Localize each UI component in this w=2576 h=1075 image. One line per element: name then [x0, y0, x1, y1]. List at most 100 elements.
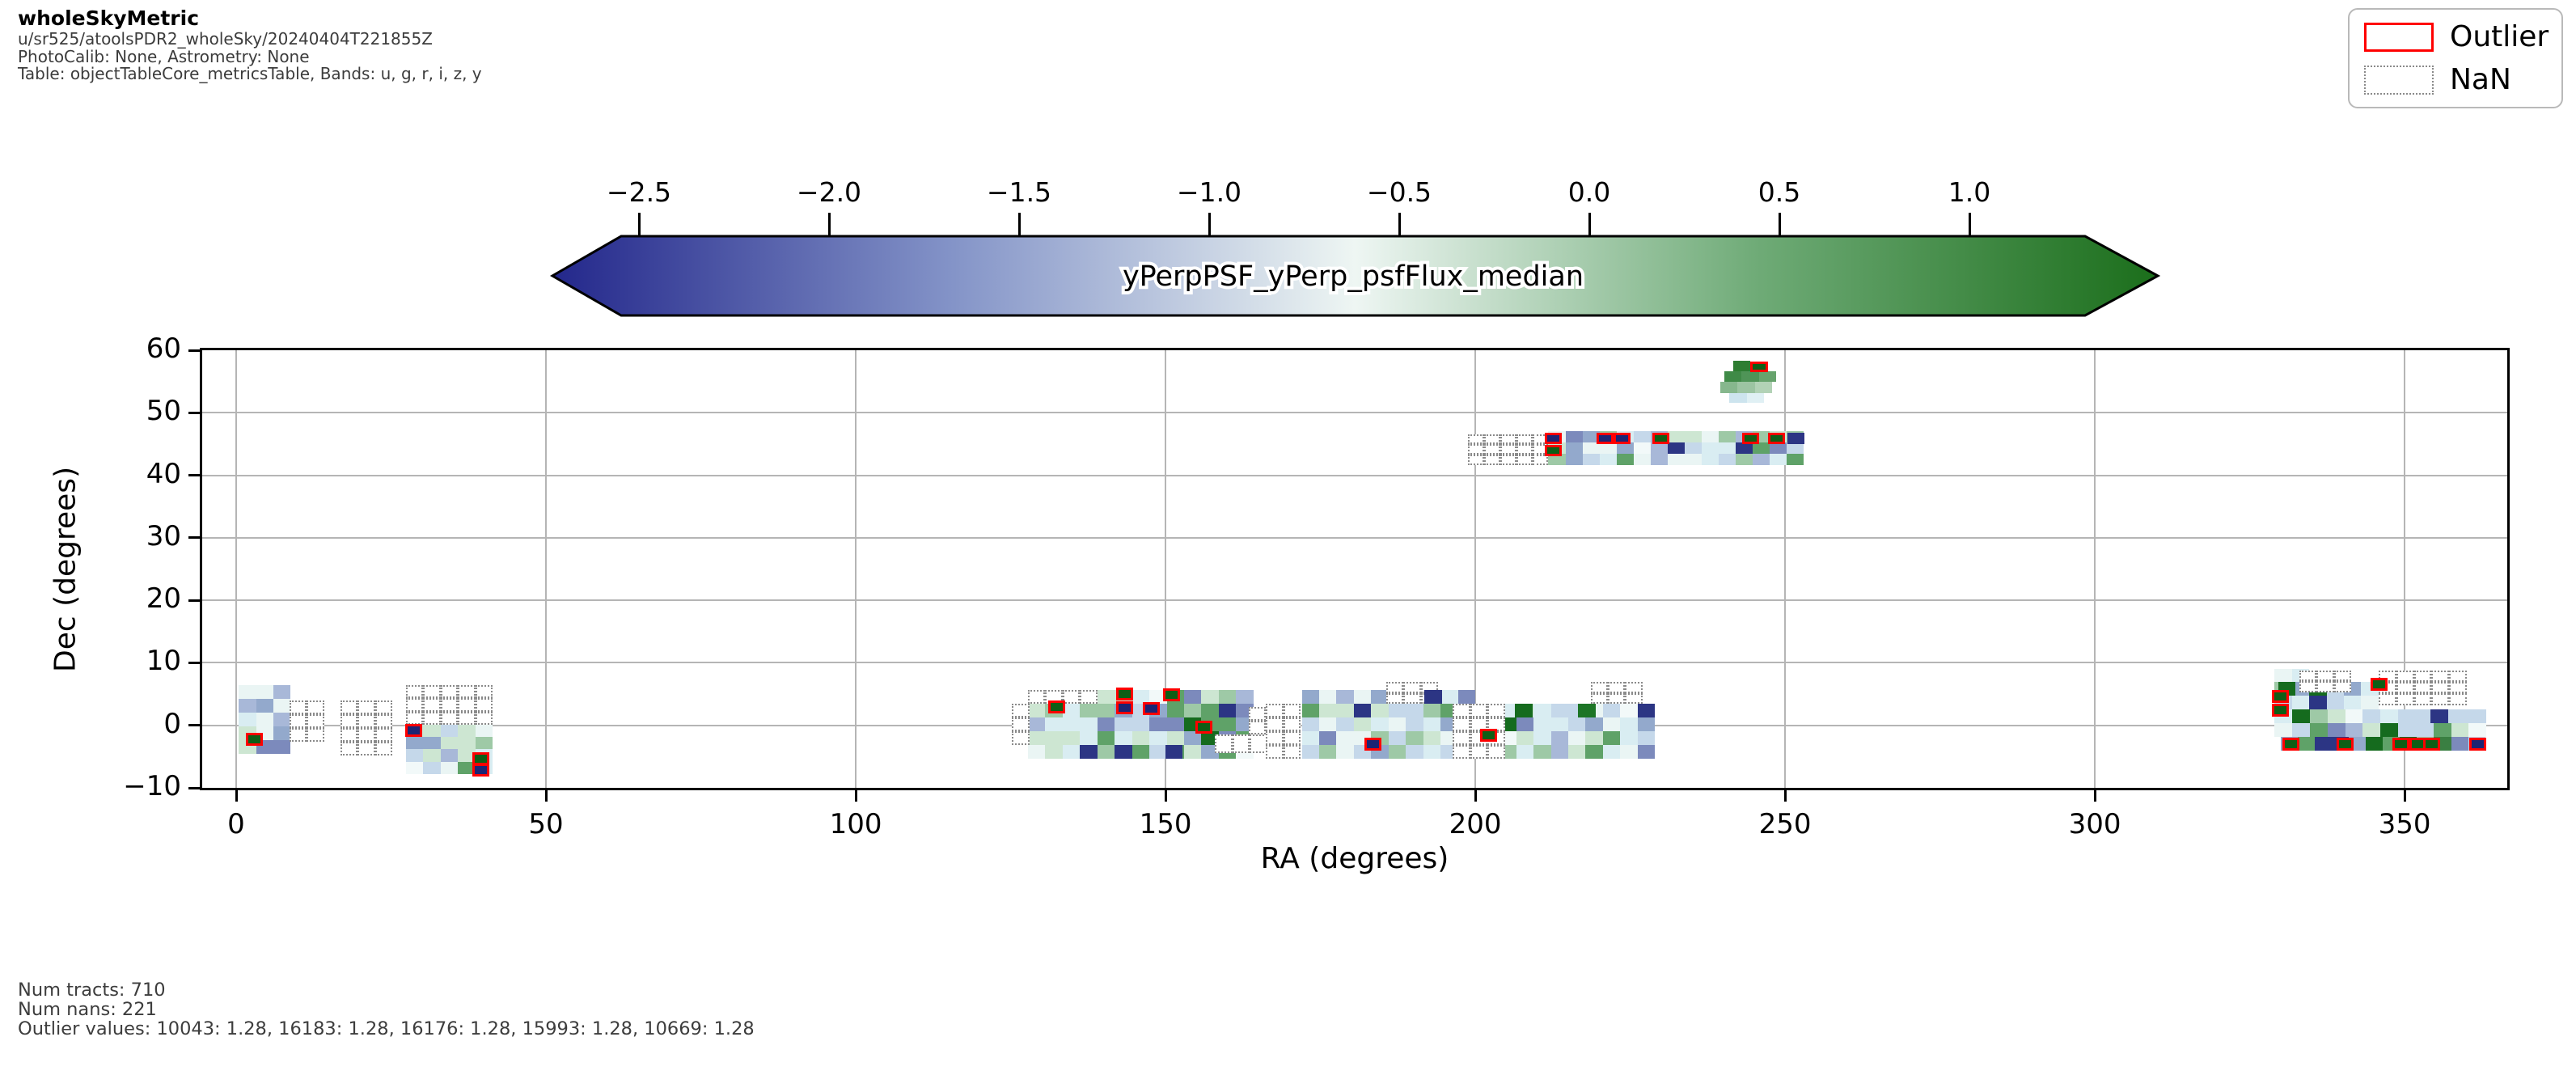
colorbar-arrow: yPerpPSF_yPerp_psfFlux_median [549, 235, 2161, 317]
nan-cell [440, 711, 459, 725]
heatmap-cell [2398, 709, 2416, 723]
x-tick-mark [1474, 790, 1477, 802]
heatmap-cell [1201, 704, 1219, 718]
heatmap-cell [1353, 690, 1372, 705]
nan-cell [307, 713, 324, 728]
heatmap-cell [1424, 690, 1442, 705]
nan-cell [1483, 455, 1500, 465]
num-nans-text: Num nans: 221 [18, 999, 157, 1020]
y-gridline [202, 412, 2507, 414]
heatmap-cell [1729, 392, 1747, 403]
heatmap-cell [2415, 722, 2434, 737]
heatmap-cell [1423, 731, 1441, 746]
nan-cell [1453, 717, 1470, 732]
heatmap-cell [2292, 709, 2310, 723]
heatmap-cell [1149, 745, 1167, 760]
heatmap-cell [1045, 745, 1063, 760]
x-gridline [235, 350, 237, 788]
legend-box: Outlier NaN [2348, 8, 2563, 108]
outlier-cell [2392, 738, 2410, 751]
nan-cell [2396, 693, 2414, 705]
heatmap-cell [1097, 717, 1115, 732]
nan-cell [1232, 734, 1250, 753]
colorbar-metric-label: yPerpPSF_yPerp_psfFlux_median [1123, 260, 1584, 293]
nan-cell [1499, 455, 1516, 465]
heatmap-cell [1602, 745, 1621, 760]
colorbar-tick-mark [827, 213, 831, 236]
nan-cell [2431, 693, 2450, 705]
heatmap-cell [1548, 454, 1566, 466]
legend-row-outlier: Outlier [2364, 20, 2561, 53]
heatmap-cell [1371, 704, 1389, 718]
nan-swatch-icon [2364, 65, 2434, 95]
x-tick-mark [1783, 790, 1787, 802]
heatmap-cell [1062, 704, 1081, 718]
heatmap-cell [1406, 731, 1423, 746]
heatmap-cell [2380, 709, 2399, 723]
heatmap-cell [2415, 709, 2434, 723]
heatmap-cell [1702, 431, 1719, 443]
y-gridline [202, 536, 2507, 539]
x-gridline [1165, 350, 1167, 788]
nan-cell [374, 727, 393, 742]
heatmap-cell [1080, 717, 1098, 732]
heatmap-cell [1045, 731, 1063, 746]
heatmap-cell [1027, 745, 1046, 760]
colorbar-tick-label: 0.5 [1758, 176, 1801, 208]
heatmap-cell [1097, 745, 1115, 760]
heatmap-cell [458, 736, 476, 750]
heatmap-cell [2344, 695, 2362, 709]
heatmap-cell [1406, 717, 1423, 732]
heatmap-cell [1045, 717, 1063, 732]
x-tick-mark [854, 790, 857, 802]
heatmap-cell [1667, 431, 1685, 443]
nan-cell [357, 741, 375, 755]
heatmap-cell [1406, 704, 1423, 718]
nan-cell [1062, 690, 1081, 705]
nan-cell [1532, 455, 1549, 465]
nan-cell [2449, 682, 2468, 694]
heatmap-cell [1131, 745, 1150, 760]
heatmap-cell [256, 713, 273, 727]
heatmap-cell [1166, 704, 1184, 718]
heatmap-cell [1770, 454, 1787, 466]
heatmap-cell [1184, 745, 1202, 760]
heatmap-cell [1201, 731, 1219, 746]
outlier-cell [2422, 738, 2440, 751]
legend-label-outlier: Outlier [2450, 20, 2549, 53]
heatmap-cell [1423, 717, 1441, 732]
heatmap-cell [2315, 736, 2333, 751]
nan-cell [1266, 745, 1284, 760]
nan-cell [374, 713, 393, 728]
y-tick-label: 40 [146, 457, 181, 490]
figure-run-collection: u/sr525/atoolsPDR2_wholeSky/20240404T221… [18, 29, 433, 49]
legend-row-nan: NaN [2364, 63, 2561, 96]
nan-cell [1516, 455, 1533, 465]
heatmap-cell [1684, 442, 1703, 455]
x-tick-label: 200 [1449, 808, 1502, 840]
heatmap-cell [1737, 382, 1755, 393]
nan-cell [1248, 721, 1267, 735]
legend-label-nan: NaN [2450, 63, 2511, 96]
heatmap-cell [1371, 717, 1389, 732]
nan-cell [2316, 681, 2334, 692]
outlier-cell [2271, 704, 2289, 717]
heatmap-cell [1637, 704, 1656, 718]
heatmap-cell [1166, 731, 1184, 746]
outlier-cell [2337, 738, 2354, 751]
heatmap-cell [2297, 736, 2316, 751]
colorbar-tick-label: −1.5 [986, 176, 1052, 208]
heatmap-cell [1336, 745, 1354, 760]
outlier-cell [1115, 687, 1134, 701]
heatmap-cell [1550, 731, 1568, 746]
heatmap-cell [1131, 717, 1150, 732]
heatmap-cell [1516, 731, 1534, 746]
x-gridline [2094, 350, 2096, 788]
heatmap-cell [1371, 690, 1389, 705]
nan-cell [340, 713, 358, 728]
heatmap-cell [256, 685, 273, 700]
heatmap-cell [440, 761, 459, 774]
heatmap-cell [2366, 736, 2384, 751]
nan-cell [2396, 682, 2414, 694]
heatmap-cell [1516, 717, 1534, 732]
